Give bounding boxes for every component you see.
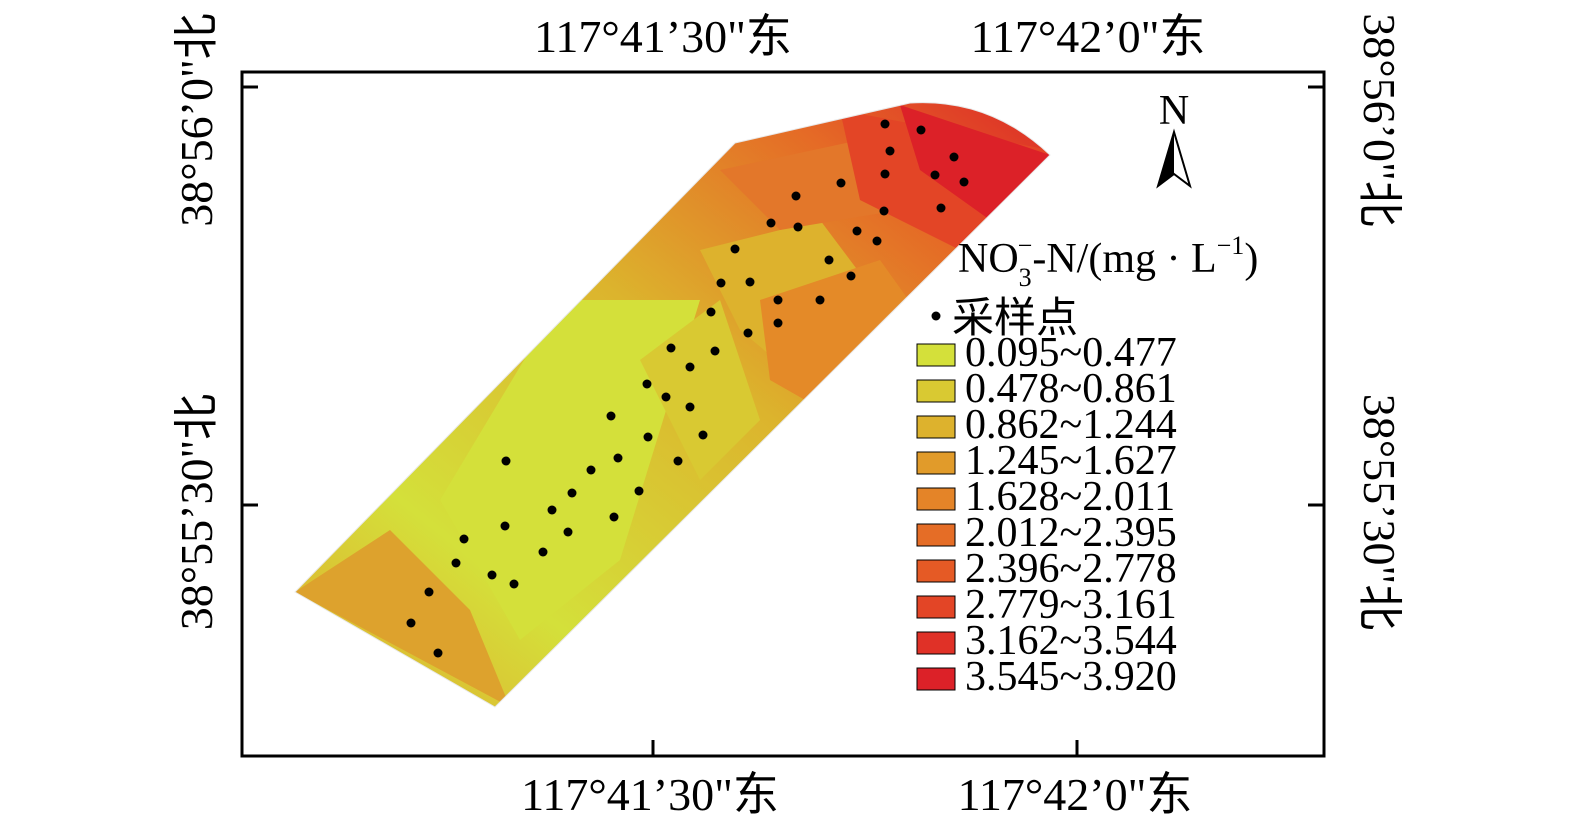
left-latitude-label-2: 38°55’30"北: [171, 394, 222, 631]
legend-swatch-7: [916, 559, 956, 583]
north-label: N: [1159, 88, 1189, 134]
legend-swatch-8: [916, 595, 956, 619]
study-area-outline: [294, 102, 1051, 708]
legend-swatch-4: [916, 451, 956, 475]
legend-swatch-1: [916, 343, 956, 367]
legend-swatch-10: [916, 667, 956, 691]
legend-title: NO3−-N/(mg · L−1): [958, 231, 1258, 292]
right-latitude-label-1: 38°56’0"北: [1354, 13, 1405, 227]
legend-swatch-6: [916, 523, 956, 547]
top-longitude-label-2: 117°42’0"东: [971, 11, 1206, 62]
legend-class-label-2: 0.478~0.861: [965, 366, 1177, 412]
legend-swatch-2: [916, 379, 956, 403]
sample-point-legend-symbol: [931, 311, 941, 321]
legend-classes: 0.095~0.4770.478~0.8610.862~1.2441.245~1…: [916, 330, 1177, 700]
legend-swatch-3: [916, 415, 956, 439]
legend-class-label-6: 2.012~2.395: [965, 510, 1177, 556]
legend-class-label-9: 3.162~3.544: [965, 618, 1177, 664]
top-longitude-label-1: 117°41’30"东: [534, 11, 792, 62]
left-latitude-label-1: 38°56’0"北: [171, 13, 222, 227]
legend: NO3−-N/(mg · L−1) 采样点 0.095~0.4770.478~0…: [916, 231, 1258, 700]
legend-class-label-5: 1.628~2.011: [965, 474, 1175, 520]
legend-class-label-3: 0.862~1.244: [965, 402, 1177, 448]
legend-swatch-9: [916, 631, 956, 655]
sample-points: [406, 119, 969, 658]
legend-class-label-8: 2.779~3.161: [965, 582, 1177, 628]
sample-point-legend-label: 采样点: [952, 296, 1078, 342]
legend-class-label-1: 0.095~0.477: [965, 330, 1177, 376]
bottom-longitude-label-2: 117°42’0"东: [958, 769, 1193, 820]
legend-swatch-5: [916, 487, 956, 511]
north-arrow: N: [1156, 88, 1192, 189]
frame-ticks: [242, 85, 1324, 756]
legend-class-label-7: 2.396~2.778: [965, 546, 1177, 592]
legend-class-label-4: 1.245~1.627: [965, 438, 1177, 484]
legend-class-label-10: 3.545~3.920: [965, 654, 1177, 700]
bottom-longitude-label-1: 117°41’30"东: [521, 769, 779, 820]
right-latitude-label-2: 38°55’30"北: [1354, 394, 1405, 631]
